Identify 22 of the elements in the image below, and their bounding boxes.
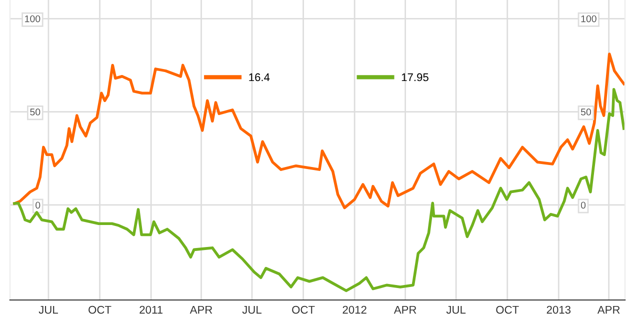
x-tick-label: APR: [597, 306, 620, 314]
y-tick-label: 50: [30, 108, 40, 116]
legend-label: 17.95: [402, 73, 428, 82]
x-tick-label: APR: [394, 306, 416, 314]
x-tick-label: 2011: [140, 306, 162, 314]
x-tick-label: OCT: [496, 306, 519, 314]
x-tick-label: 2012: [342, 306, 366, 314]
y2-tick-label: 0: [580, 202, 586, 209]
x-tick-label: OCT: [88, 306, 112, 314]
x-tick-label: JUL: [242, 306, 262, 314]
line-series: [13, 52, 625, 210]
y-tick-label: 100: [25, 15, 40, 22]
y2-tick-label: 50: [580, 108, 591, 116]
x-tick-label: OCT: [292, 306, 315, 314]
x-tick-label: JUL: [446, 306, 466, 314]
x-tick-label: 2013: [546, 306, 571, 314]
line-series: [13, 88, 625, 292]
y-tick-label: 0: [36, 202, 40, 209]
legend-label: 16.4: [249, 73, 270, 82]
x-tick-label: JUL: [38, 306, 58, 314]
y2-tick-label: 100: [581, 15, 596, 22]
x-tick-label: APR: [190, 306, 212, 314]
